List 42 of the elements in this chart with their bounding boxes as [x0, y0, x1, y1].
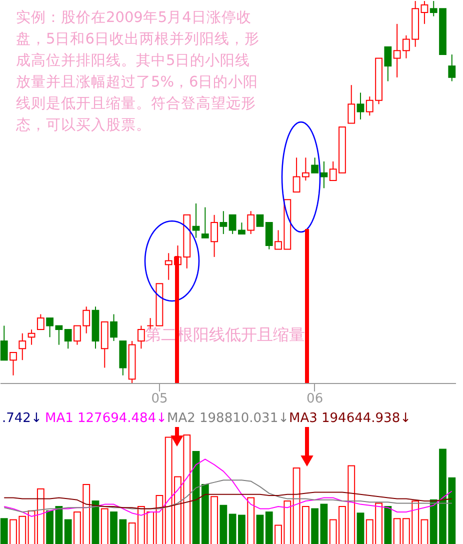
candlestick [64, 329, 72, 350]
candlestick [137, 325, 145, 350]
bar [320, 504, 328, 544]
bar [201, 484, 209, 544]
bar [0, 518, 8, 544]
annotation: 实例：股价在2009年5月4日涨停收盘，5日和6日收出两根并列阳线，形成高位并排阳线。其中5日的小阳线放量并且涨幅超过了5%，6日的小阳线则是低开且缩量。符合登高望远形态，可以买入股票。 [15, 9, 260, 134]
candlestick [384, 46, 392, 82]
candlestick [311, 157, 319, 174]
candlestick [356, 92, 364, 120]
bar [265, 512, 273, 544]
candlestick [10, 352, 17, 376]
bar [64, 519, 72, 544]
candlestick [292, 157, 300, 192]
text: MA3 194644.938↓ [289, 411, 411, 426]
candlestick [220, 210, 228, 235]
bar [92, 500, 100, 544]
bar [356, 512, 364, 544]
candlestick [36, 314, 44, 330]
candlestick [0, 325, 8, 361]
bar [256, 514, 264, 544]
candlestick [448, 54, 456, 82]
bar [384, 506, 392, 544]
text: .742↓ [2, 411, 42, 426]
x-tick-label: 06 [306, 392, 324, 406]
candlestick [28, 329, 36, 346]
x-tick-label: 05 [151, 392, 168, 406]
candlestick [247, 210, 255, 235]
candlestick [320, 160, 328, 189]
candlestick [18, 332, 26, 361]
bar [220, 504, 228, 544]
candlestick [265, 222, 273, 250]
bar [311, 508, 319, 544]
candlestick [201, 206, 209, 238]
candlestick [302, 157, 310, 182]
candlestick [348, 84, 356, 124]
candlestick [210, 214, 218, 258]
candlestick [110, 314, 118, 342]
text: MA2 198810.031↓ [167, 411, 289, 426]
candlestick [256, 214, 264, 227]
candlestick [192, 202, 200, 238]
bar [192, 451, 200, 544]
text: MA1 127694.484↓ [45, 411, 167, 426]
